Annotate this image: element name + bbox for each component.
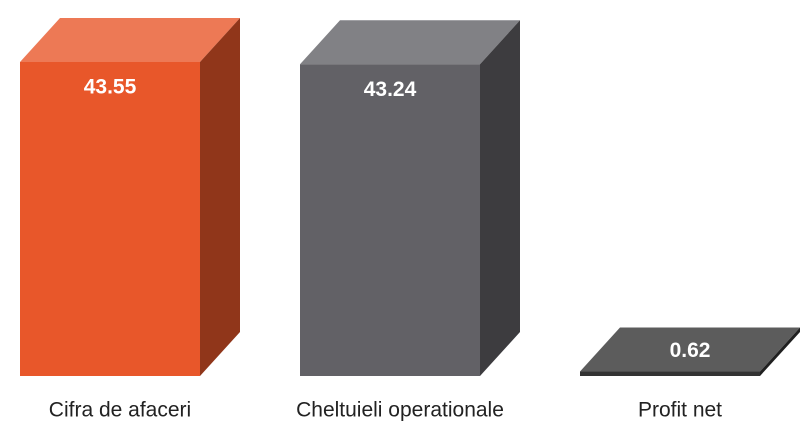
bar [580, 327, 800, 376]
bar-front [580, 371, 760, 376]
bar-top [580, 327, 800, 372]
bar-side [480, 20, 520, 376]
bar-front [20, 62, 200, 376]
data-label: 43.55 [84, 76, 137, 99]
bar [300, 20, 520, 376]
data-label: 0.62 [670, 339, 711, 362]
x-tick-label: Profit net [638, 399, 722, 422]
x-tick-label: Cheltuieli operationale [296, 399, 504, 422]
data-label: 43.24 [364, 78, 417, 101]
x-tick-label: Cifra de afaceri [49, 399, 191, 422]
bar-side [200, 18, 240, 376]
bar [20, 18, 240, 376]
bar-side [760, 327, 800, 376]
bar-top [300, 20, 520, 65]
bar-top [20, 18, 240, 62]
bar-front [300, 64, 480, 376]
